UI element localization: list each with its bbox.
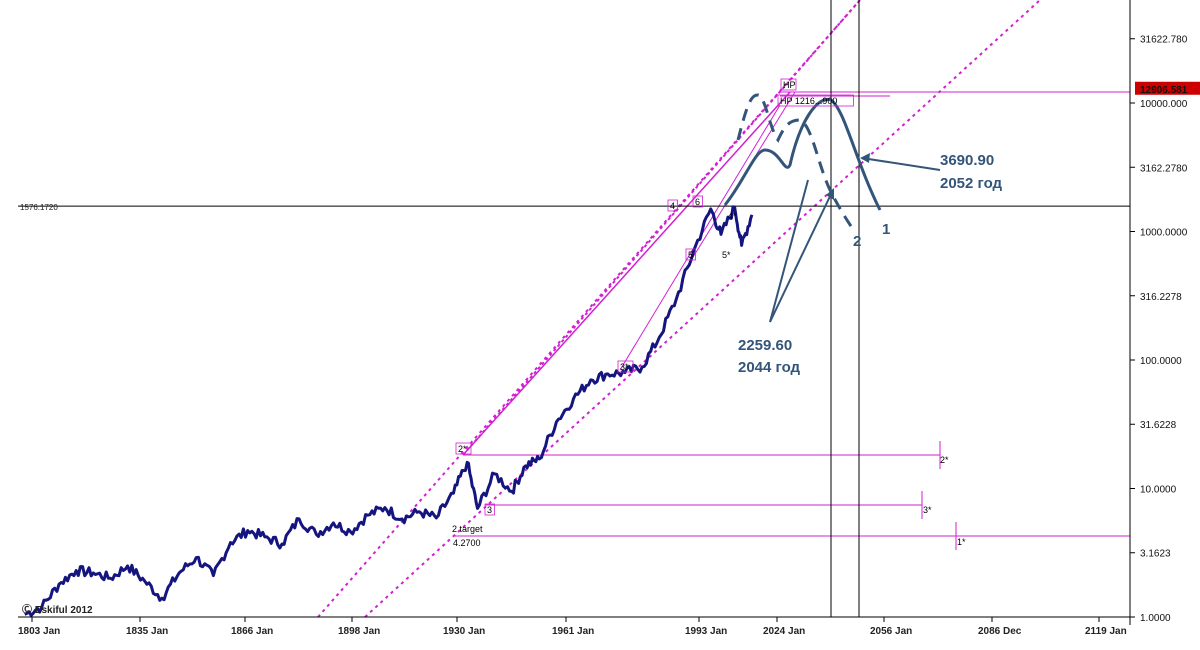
wave-marker-box (777, 94, 854, 107)
watermark: Ⓒ Eskiful 2012 (22, 603, 93, 616)
arrow-line (861, 157, 941, 171)
arrow-head (826, 188, 834, 200)
wave-marker-box (685, 248, 696, 261)
channel-upper-line (462, 0, 861, 456)
x-tick-label: 2086 Dec (978, 626, 1022, 637)
series-line (24, 205, 754, 617)
wave-marker: 4.2700 (453, 538, 481, 548)
y-tick-label: 1.0000 (1140, 613, 1171, 624)
projection-dashed-path (736, 93, 857, 233)
x-tick-label: 1930 Jan (443, 626, 485, 637)
wave-label: 1 (882, 221, 890, 238)
wave-label: 2 (853, 233, 861, 250)
annotation-value: 2259.60 (738, 337, 792, 354)
x-tick-label: 1866 Jan (231, 626, 273, 637)
wave-marker-box (692, 195, 703, 208)
current-value-badge-label: 12906.581 (1140, 85, 1188, 96)
channel-lower-line (364, 0, 1041, 618)
wave-marker: 4 (670, 201, 675, 211)
projection-paths (723, 93, 882, 233)
y-axis: 31622.780 10000.000 3162.2780 1000.0000 316.… (1129, 0, 1200, 625)
annotation-year: 2044 год (738, 359, 801, 376)
annotation-year: 2052 год (940, 175, 1003, 192)
wave-marker: 5* (722, 250, 731, 260)
vertical-lines (830, 0, 860, 617)
current-value-badge (1135, 81, 1200, 95)
y-tick-label: 100.0000 (1140, 356, 1182, 367)
channel-solid-line (462, 91, 791, 456)
x-tick-label: 2056 Jan (870, 626, 912, 637)
wave-marker: 3* (620, 362, 629, 372)
wave-marker: 1* (957, 537, 966, 547)
wave-marker-box (617, 360, 634, 373)
x-tick-label: 2119 Jan (1085, 626, 1127, 637)
wave-marker-box (780, 78, 797, 91)
y-tick-label: 1000.0000 (1140, 228, 1188, 239)
target-lines (453, 91, 1130, 550)
wave-marker: 2* (940, 455, 949, 465)
wave-marker: 2 target (452, 524, 483, 534)
channel-mid-line (317, 0, 861, 618)
y-tick-label: 316.2278 (1140, 292, 1182, 303)
annotations: 3690.90 2052 год 2259.60 2044 год 1 2 (738, 152, 1003, 376)
level-line-label: 1576.1720 (20, 203, 58, 212)
wave-marker: 3* (923, 505, 932, 515)
annotation-value: 3690.90 (940, 152, 994, 169)
wave-markers: HP HP 1216...900 4 6 4* 5 5* 3* 2* 2* 3 3* 2 target 4… (452, 78, 966, 548)
wave-marker: 2* (458, 444, 467, 454)
y-tick-label: 31.6228 (1140, 420, 1177, 431)
wave-marker: HP (783, 80, 796, 90)
y-tick-label: 3.1623 (1140, 549, 1171, 560)
wave-marker: 4* (728, 211, 737, 221)
wave-marker: HP 1216...900 (780, 96, 837, 106)
wave-marker: 6 (695, 197, 700, 207)
arrow-line (769, 179, 809, 323)
wave-marker-box (667, 199, 678, 212)
x-tick-label: 1993 Jan (685, 626, 727, 637)
x-tick-label: 1898 Jan (338, 626, 380, 637)
projection-solid-path (723, 97, 882, 211)
x-tick-label: 1961 Jan (552, 626, 594, 637)
x-tick-label: 1835 Jan (126, 626, 168, 637)
y-tick-label: 10.0000 (1140, 485, 1177, 496)
wave-marker: 3 (487, 505, 492, 515)
x-axis: 1803 Jan 1835 Jan 1866 Jan 1898 Jan 1930 Jan… (18, 616, 1130, 637)
channel-lines (317, 0, 1041, 618)
wave-marker-box (484, 503, 495, 516)
wave-marker: 5 (688, 250, 693, 260)
arrow-head (860, 153, 870, 163)
x-tick-label: 2024 Jan (763, 626, 805, 637)
wave-marker-box (455, 442, 472, 455)
y-tick-label: 31622.780 (1140, 35, 1188, 46)
x-tick-label: 1803 Jan (18, 626, 60, 637)
y-tick-label: 3162.2780 (1140, 163, 1188, 174)
y-tick-label: 10000.000 (1140, 99, 1188, 110)
arrow-line (769, 189, 834, 323)
